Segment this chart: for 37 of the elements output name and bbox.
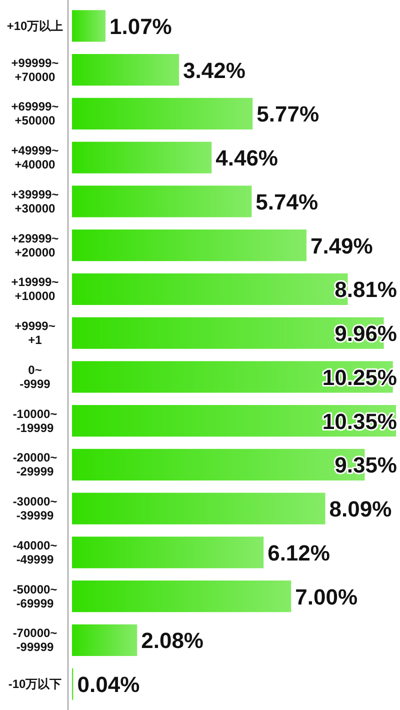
y-tick-label: -10万以下 <box>8 677 62 692</box>
bar <box>72 230 306 262</box>
y-tick-label: -10000~ -19999 <box>12 406 58 435</box>
bar <box>72 142 212 174</box>
data-label: 2.08% <box>141 628 204 654</box>
data-label: 4.46% <box>216 146 278 171</box>
bar <box>72 580 292 612</box>
data-label: 7.00% <box>295 584 358 610</box>
bar <box>72 624 138 656</box>
bar <box>72 54 180 86</box>
y-tick-label: +49999~ +40000 <box>11 144 59 172</box>
y-tick-label: -40000~ -49999 <box>12 538 58 566</box>
y-tick-label: 0~ -9999 <box>20 362 51 391</box>
y-tick-label: +69999~ +50000 <box>11 100 59 128</box>
y-tick-label: +10万以上 <box>6 18 64 33</box>
y-tick-label: -30000~ -39999 <box>12 494 58 523</box>
data-label: 6.12% <box>268 540 330 566</box>
y-tick-label: -20000~ -29999 <box>12 450 58 479</box>
data-label: 1.07% <box>109 14 172 39</box>
data-label: 3.42% <box>183 58 246 83</box>
y-tick-label: -70000~ -99999 <box>12 626 58 654</box>
bar <box>72 98 253 130</box>
y-tick-label: -50000~ -69999 <box>12 582 58 610</box>
bar <box>72 186 252 218</box>
y-tick-label: +19999~ +10000 <box>11 275 59 304</box>
y-tick-label: +9999~ +1 <box>14 319 56 348</box>
y-tick-label: +99999~ +70000 <box>11 56 59 84</box>
data-label: 5.74% <box>256 189 318 214</box>
bar <box>72 536 264 568</box>
data-label: 5.77% <box>256 102 320 127</box>
data-label: 0.04% <box>77 672 140 698</box>
data-label: 7.49% <box>310 233 373 258</box>
bar <box>72 10 106 42</box>
y-tick-label: +39999~ +30000 <box>11 187 59 216</box>
bar <box>72 492 326 524</box>
data-label: 8.09% <box>329 496 392 522</box>
y-tick-label: +29999~ +20000 <box>11 231 59 260</box>
